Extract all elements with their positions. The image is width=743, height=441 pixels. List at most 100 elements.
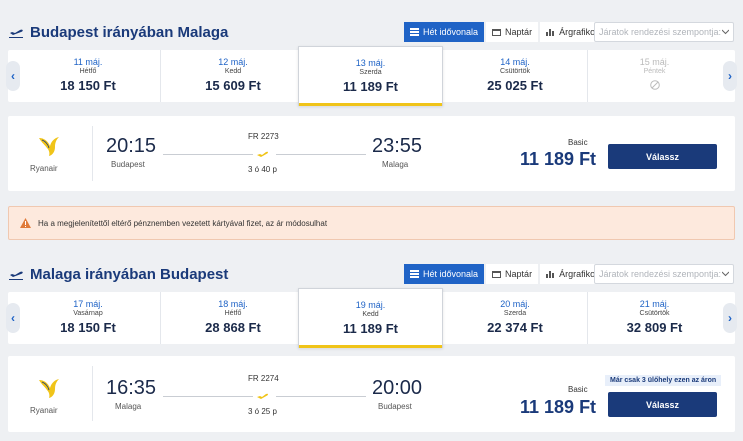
departure-city: Budapest — [111, 160, 145, 169]
weekday-label: Szerda — [359, 69, 382, 76]
date-label: 13 máj. — [355, 58, 386, 68]
airline-name: Ryanair — [30, 406, 58, 415]
weekday-label: Vasárnap — [73, 310, 103, 317]
date-label: 11 máj. — [73, 57, 103, 67]
list-icon — [410, 270, 419, 278]
outbound-route-title: Budapest irányában Malaga — [30, 23, 229, 41]
date-label: 17 máj. — [73, 299, 103, 309]
no-flight-icon — [649, 80, 660, 90]
next-dates-arrow[interactable]: › — [723, 61, 737, 91]
outbound-header: Budapest irányában Malaga Hét idővonala … — [0, 19, 743, 45]
route-line — [163, 396, 253, 397]
divider — [92, 126, 93, 181]
date-label: 20 máj. — [500, 299, 530, 309]
warning-icon — [20, 218, 31, 228]
date-option-selected[interactable]: 13 máj. Szerda 11 189 Ft — [298, 46, 443, 106]
date-option-selected[interactable]: 19 máj. Kedd 11 189 Ft — [298, 288, 443, 348]
date-price: 18 150 Ft — [60, 78, 116, 93]
plane-icon — [257, 151, 268, 157]
tab-week-timeline[interactable]: Hét idővonala — [404, 264, 485, 284]
date-price: 22 374 Ft — [487, 320, 543, 335]
return-view-toggle: Hét idővonala Naptár Árgrafikon — [404, 264, 607, 284]
airline-name: Ryanair — [30, 164, 58, 173]
divider — [92, 366, 93, 421]
currency-notice: Ha a megjelenítettől eltérő pénznemben v… — [8, 206, 735, 240]
date-option[interactable]: 18 máj. Hétfő 28 868 Ft — [161, 292, 306, 344]
tab-week-timeline-label: Hét idővonala — [423, 269, 479, 279]
return-date-strip: 17 máj. Vasárnap 18 150 Ft 18 máj. Hétfő… — [6, 288, 737, 348]
fare-price: 11 189 Ft — [520, 149, 597, 169]
date-price: 11 189 Ft — [343, 321, 398, 336]
route-line — [163, 154, 253, 155]
return-route-title: Malaga irányában Budapest — [30, 265, 229, 283]
weekday-label: Szerda — [503, 310, 527, 317]
date-price: 18 150 Ft — [60, 320, 116, 335]
date-price: 28 868 Ft — [205, 320, 261, 335]
previous-dates-arrow[interactable]: ‹ — [6, 303, 20, 333]
departure-time: 16:35 — [106, 377, 157, 399]
return-sort-select[interactable]: Járatok rendezési szempontja: — [594, 264, 734, 284]
tab-week-timeline[interactable]: Hét idővonala — [404, 22, 485, 42]
arrival-city: Budapest — [378, 402, 412, 411]
sort-select-placeholder: Járatok rendezési szempontja: — [599, 269, 722, 279]
date-label: 19 máj. — [355, 300, 386, 310]
outbound-sort-select[interactable]: Járatok rendezési szempontja: — [594, 22, 734, 42]
flight-number: FR 2273 — [248, 132, 279, 141]
date-option[interactable]: 12 máj. Kedd 15 609 Ft — [161, 50, 306, 102]
previous-dates-arrow[interactable]: ‹ — [6, 61, 20, 91]
departure-city: Malaga — [115, 402, 142, 411]
date-option[interactable]: 20 máj. Szerda 22 374 Ft — [443, 292, 588, 344]
return-flight-card[interactable]: Ryanair 16:35 Malaga FR 2274 3 ó 25 p 20… — [8, 356, 735, 432]
arrival-city: Malaga — [382, 160, 409, 169]
tab-calendar-label: Naptár — [505, 269, 533, 279]
arrival-time: 23:55 — [372, 135, 423, 157]
ryanair-harp-logo — [39, 379, 59, 398]
flight-duration: 3 ó 25 p — [248, 407, 277, 416]
date-label: 15 máj. — [639, 57, 670, 67]
next-dates-arrow[interactable]: › — [723, 303, 737, 333]
date-option[interactable]: 21 máj. Csütörtök 32 809 Ft — [588, 292, 721, 344]
date-price: 25 025 Ft — [487, 78, 543, 93]
calendar-icon — [492, 29, 502, 36]
plane-icon — [257, 393, 268, 399]
date-price: 11 189 Ft — [343, 79, 398, 94]
list-icon — [410, 28, 419, 36]
fare-class: Basic — [568, 138, 588, 147]
ryanair-harp-logo — [39, 137, 59, 156]
date-label: 18 máj. — [218, 299, 248, 309]
departure-time: 20:15 — [106, 135, 157, 157]
tab-calendar-label: Naptár — [505, 27, 533, 37]
select-flight-button[interactable]: Válassz — [608, 392, 717, 417]
plane-departure-icon — [9, 271, 23, 280]
outbound-flight-card[interactable]: Ryanair 20:15 Budapest FR 2273 3 ó 40 p … — [8, 116, 735, 191]
tab-price-chart-label: Árgrafikon — [559, 269, 601, 279]
tab-price-chart-label: Árgrafikon — [559, 27, 601, 37]
date-price: 32 809 Ft — [626, 320, 683, 335]
weekday-label: Hétfő — [79, 68, 97, 75]
date-option[interactable]: 14 máj. Csütörtök 25 025 Ft — [443, 50, 588, 102]
weekday-label: Kedd — [224, 68, 242, 75]
fare-class: Basic — [568, 385, 588, 394]
select-flight-button[interactable]: Válassz — [608, 144, 717, 169]
weekday-label: Péntek — [643, 68, 666, 75]
bar-chart-icon — [546, 271, 555, 278]
chevron-down-icon — [722, 29, 729, 35]
weekday-label: Kedd — [362, 311, 379, 318]
chevron-down-icon — [722, 271, 729, 277]
tab-calendar[interactable]: Naptár — [486, 264, 539, 284]
route-line — [276, 154, 366, 155]
date-label: 12 máj. — [218, 57, 248, 67]
date-option[interactable]: 17 máj. Vasárnap 18 150 Ft — [16, 292, 161, 344]
outbound-view-toggle: Hét idővonala Naptár Árgrafikon — [404, 22, 607, 42]
tab-calendar[interactable]: Naptár — [486, 22, 539, 42]
sort-select-placeholder: Járatok rendezési szempontja: — [599, 27, 722, 37]
tab-week-timeline-label: Hét idővonala — [423, 27, 479, 37]
arrival-time: 20:00 — [372, 377, 423, 399]
date-option[interactable]: 11 máj. Hétfő 18 150 Ft — [16, 50, 161, 102]
currency-notice-text: Ha a megjelenítettől eltérő pénznemben v… — [38, 218, 328, 228]
calendar-icon — [492, 271, 502, 278]
return-header: Malaga irányában Budapest Hét idővonala … — [0, 261, 743, 287]
bar-chart-icon — [546, 29, 555, 36]
date-option-unavailable: 15 máj. Péntek — [588, 50, 721, 102]
date-label: 14 máj. — [500, 57, 530, 67]
